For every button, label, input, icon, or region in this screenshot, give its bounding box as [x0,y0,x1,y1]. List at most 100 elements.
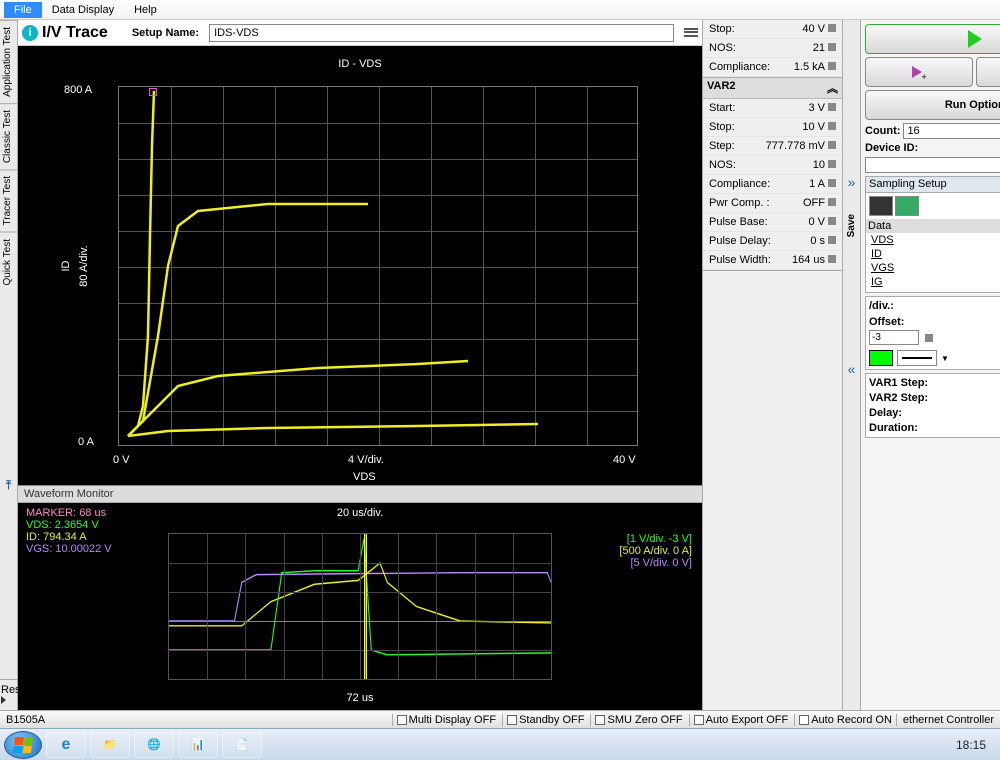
var2-pulse-base: Pulse Base:0 V [703,213,842,232]
var2-pwrcomp: Pwr Comp. :OFF [703,194,842,213]
append-run-button[interactable]: + [865,57,973,87]
taskbar-explorer-icon[interactable]: 📁 [90,732,130,758]
mode-tabs: Application Test Classic Test Tracer Tes… [0,20,18,710]
time-marker-label: 72 us [347,692,374,704]
tab-quick-test[interactable]: Quick Test [0,232,17,292]
trace-color-swatch[interactable] [869,350,893,366]
data-row-id[interactable]: IDON [869,247,1000,261]
x-min-label: 0 V [113,454,130,466]
play-icon [968,30,982,48]
line-style-selector[interactable] [897,350,937,366]
div-offset-panel: /div.:1 V Offset: ▼ [865,296,1000,370]
var2-step: Step:777.778 mV [703,137,842,156]
plot-title: ID - VDS [338,58,381,70]
results-tab[interactable]: Results [0,679,17,710]
var2-compliance: Compliance:1 A [703,175,842,194]
footer-opt-auto-export[interactable]: Auto Export OFF [689,714,793,726]
y-axis-label: ID [60,260,72,271]
sampling-setup-panel: Sampling Setup⊠ Data VDSONIDONVGSONIGOFF [865,176,1000,293]
device-id-input[interactable] [865,157,1000,173]
param-nos: NOS:21 [703,39,842,58]
data-row-vds[interactable]: VDSON [869,233,1000,247]
play-plus-icon [912,66,922,78]
taskbar-ie-icon[interactable]: e [46,732,86,758]
taskbar-app3-icon[interactable]: 📄 [222,732,262,758]
tab-classic-test[interactable]: Classic Test [0,103,17,169]
device-id-label: Device ID: [865,142,918,154]
footer-opt-standby[interactable]: Standby OFF [502,714,588,726]
windows-icon [13,737,33,753]
param-stop: Stop:40 V [703,20,842,39]
var2-header[interactable]: VAR2︽ [703,78,842,99]
taskbar: e 📁 🌐 📊 📄 18:15 [0,728,1000,760]
div-label: /div.: [869,300,894,312]
vds-scale: [1 V/div. -3 V] [619,533,692,545]
run-button[interactable] [865,24,1000,54]
steps-panel: VAR1 Step:21 VAR2 Step:10 Delay:-12 us D… [865,373,1000,438]
start-button[interactable] [4,731,42,759]
plot-marker[interactable] [149,88,157,96]
sampling-mode-2-icon[interactable] [895,196,919,216]
iv-curves [118,86,638,446]
offset-input[interactable] [869,330,919,345]
sampling-mode-1-icon[interactable] [869,196,893,216]
tab-tracer-test[interactable]: Tracer Test [0,169,17,231]
right-panel: + Run Option Count: 0 Device ID: Samplin… [860,20,1000,710]
network-status: ethernet Controller [896,714,1000,726]
id-scale: [500 A/div. 0 A] [619,545,692,557]
param-compliance: Compliance:1.5 kA [703,58,842,77]
duration-label: Duration: [869,422,918,434]
run-option-button[interactable]: Run Option [865,90,1000,120]
tab-application-test[interactable]: Application Test [0,20,17,103]
menu-help[interactable]: Help [124,2,167,18]
y-max-label: 800 A [64,84,92,96]
vds-readout: VDS: 2.3654 V [26,519,694,531]
parameters-panel: Stop:40 V NOS:21 Compliance:1.5 kA VAR2︽… [702,20,842,710]
sampling-title: Sampling Setup [869,178,947,191]
y-div-label: 80 A/div. [78,245,90,286]
taskbar-app1-icon[interactable]: 🌐 [134,732,174,758]
count-input[interactable] [903,123,1000,139]
hamburger-icon[interactable] [684,26,698,40]
info-icon[interactable]: i [22,25,38,41]
menu-data-display[interactable]: Data Display [42,2,124,18]
data-row-ig[interactable]: IGOFF [869,275,1000,289]
menu-file[interactable]: File [4,2,42,18]
title-bar: i I/V Trace Setup Name: [18,20,702,46]
repeat-run-button[interactable] [976,57,1000,87]
x-div-label: 4 V/div. [348,454,384,466]
page-title: I/V Trace [42,24,108,42]
var2-start: Start:3 V [703,99,842,118]
footer-opt-smu-zero[interactable]: SMU Zero OFF [590,714,686,726]
waveform-plot[interactable] [168,533,552,680]
taskbar-app2-icon[interactable]: 📊 [178,732,218,758]
x-max-label: 40 V [613,454,636,466]
data-header: Data [866,219,1000,233]
y-min-label: 0 A [78,436,94,448]
save-label: Save [846,214,857,237]
time-div-label: 20 us/div. [337,507,383,519]
var2-pulse-delay: Pulse Delay:0 s [703,232,842,251]
menu-bar: File Data Display Help [0,0,1000,20]
vgs-scale: [5 V/div. 0 V] [619,557,692,569]
data-row-vgs[interactable]: VGSON [869,261,1000,275]
offset-label: Offset: [869,316,904,328]
save-bar: » Save « [842,20,860,710]
waveform-monitor: Waveform Monitor MARKER: 68 us 20 us/div… [18,485,702,710]
x-axis-label: VDS [353,471,376,483]
var2-pulse-width: Pulse Width:164 us [703,251,842,270]
footer-opt-multi-display[interactable]: Multi Display OFF [392,714,500,726]
clock: 18:15 [946,738,996,752]
footer-opt-auto-record[interactable]: Auto Record ON [794,714,896,726]
iv-trace-plot[interactable]: ID - VDS 800 A 0 A ID 80 A/div. 0 V 4 V/… [18,46,702,485]
save-left-arrow-icon[interactable]: « [848,357,856,381]
setup-name-label: Setup Name: [132,27,199,39]
model-label: B1505A [0,714,51,726]
setup-name-input[interactable] [209,24,674,42]
collapse-up-icon[interactable]: ⤒ [0,476,17,495]
count-label: Count: [865,125,900,137]
save-right-arrow-icon[interactable]: » [848,170,856,194]
delay-label: Delay: [869,407,902,419]
waveform-title: Waveform Monitor [18,486,702,503]
var2-step-label: VAR2 Step: [869,392,928,404]
